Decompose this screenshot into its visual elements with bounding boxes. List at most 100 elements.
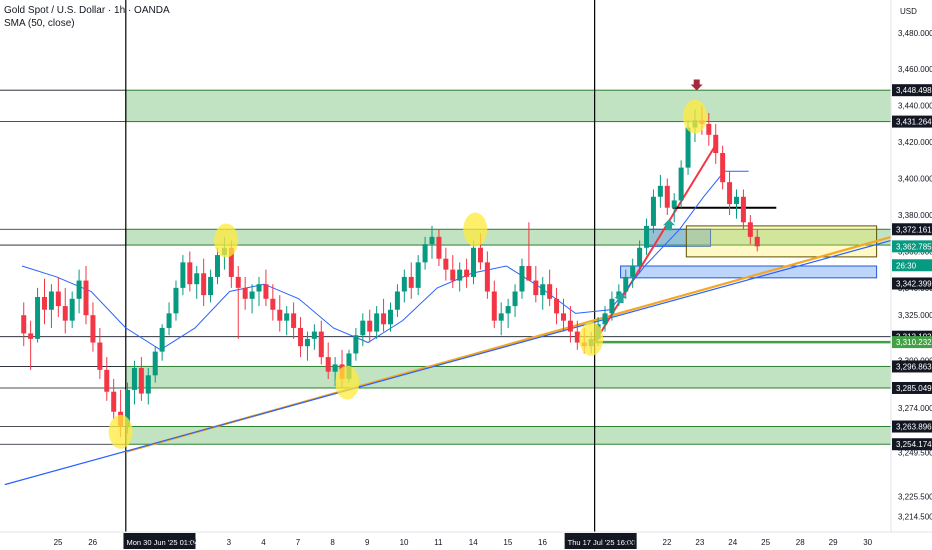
candle-body-89 [637, 247, 643, 266]
candle-body-6 [62, 306, 68, 321]
candles-layer [21, 105, 760, 438]
candle-body-10 [90, 315, 96, 343]
candle-body-78 [560, 313, 566, 321]
candle-body-77 [554, 298, 560, 314]
arrows-layer [614, 79, 703, 304]
x-crosshair-bg [123, 533, 196, 549]
candle-body-23 [180, 262, 186, 288]
candle-body-74 [533, 280, 539, 296]
candle-body-50 [367, 320, 373, 332]
candle-body-44 [325, 357, 331, 372]
candle-body-11 [97, 342, 103, 370]
candle-body-15 [125, 389, 131, 427]
candle-body-61 [443, 258, 449, 270]
x-tick-label: 26 [88, 538, 97, 547]
time-axis-background [0, 532, 932, 550]
candle-body-70 [505, 306, 511, 314]
candle-body-57 [415, 262, 421, 288]
price-tag-label: 3,431.264 [896, 118, 932, 127]
candle-body-38 [284, 313, 290, 321]
x-tick-label: 16 [538, 538, 547, 547]
x-tick-label: 2 [192, 538, 197, 547]
candle-body-7 [69, 298, 75, 321]
candle-body-18 [145, 375, 151, 394]
candle-body-30 [228, 247, 234, 277]
price-tag-bg [892, 240, 932, 253]
candle-body-85 [609, 298, 615, 314]
price-tag-label: 26:30 [896, 261, 917, 270]
sma-line [21, 170, 749, 351]
candle-body-26 [201, 273, 207, 296]
candle-body-93 [664, 185, 670, 208]
x-tick-label: 25 [54, 538, 63, 547]
arrow-up-icon [663, 219, 676, 231]
candle-body-91 [650, 196, 656, 226]
candle-body-63 [457, 269, 463, 281]
price-tag-label: 3,372.161 [896, 225, 932, 234]
x-tick-label: 3 [227, 538, 232, 547]
candle-body-33 [249, 291, 255, 299]
candle-body-94 [671, 200, 677, 208]
x-tick-label: Mon 30 Jun '25 01:00 [126, 538, 198, 547]
highlight-circle-0 [108, 414, 133, 449]
candle-body-56 [408, 276, 414, 288]
candle-body-60 [436, 236, 442, 259]
arrow-down-icon [690, 79, 703, 91]
x-tick-label: 15 [503, 538, 512, 547]
candle-body-102 [727, 182, 733, 205]
x-tick-label: 10 [400, 538, 409, 547]
candle-body-53 [387, 309, 393, 325]
price-tag-label: 3,254.174 [896, 440, 932, 449]
x-axis-ticks: 25 26 Mon 30 Jun '25 01:002 3 4 7 8 9 10 11 14 15 16… [54, 533, 873, 549]
zone-green-2 [125, 365, 892, 389]
candle-body-0 [21, 315, 27, 334]
x-tick-label: 28 [796, 538, 805, 547]
candle-body-24 [187, 262, 193, 285]
candle-body-100 [713, 134, 719, 154]
y-tick-label: 3,420.000 [898, 138, 932, 147]
candle-body-68 [491, 291, 497, 321]
price-tag-label: 3,362.785 [896, 242, 932, 251]
highlight-circle-3 [463, 212, 488, 247]
candle-body-42 [311, 331, 317, 339]
candle-body-79 [567, 320, 573, 332]
candle-body-65 [471, 247, 477, 277]
trendlines-layer [4, 141, 905, 486]
candle-body-64 [464, 269, 470, 277]
candle-body-59 [429, 236, 435, 245]
highlight-circle-2 [335, 365, 360, 400]
candle-body-62 [450, 269, 456, 281]
price-tag-bg [892, 223, 932, 236]
y-tick-label: 3,380.000 [898, 211, 932, 220]
price-tag-label: 3,285.049 [896, 384, 932, 393]
candle-body-8 [76, 280, 82, 299]
candle-body-17 [138, 368, 144, 394]
trendline-blue [4, 236, 905, 486]
trendline-red [593, 141, 719, 344]
price-tag-bg [892, 277, 932, 290]
candle-body-1 [28, 333, 34, 339]
candle-body-106 [754, 236, 760, 247]
candle-body-25 [194, 273, 200, 285]
candle-body-20 [159, 327, 165, 352]
candle-body-96 [685, 127, 691, 168]
x-tick-label: 11 [434, 538, 443, 547]
candle-body-32 [242, 287, 248, 299]
y-tick-label: 3,214.500 [898, 513, 932, 522]
candle-body-95 [678, 167, 684, 201]
candle-body-31 [235, 276, 241, 288]
candle-body-90 [644, 225, 650, 248]
candle-body-12 [104, 369, 110, 392]
candle-body-13 [111, 391, 117, 412]
currency-label: USD [900, 7, 917, 16]
x-tick-label: 4 [261, 538, 266, 547]
candle-body-52 [381, 313, 387, 325]
candle-body-101 [720, 153, 726, 183]
sma-layer [21, 170, 749, 351]
candle-body-69 [498, 313, 504, 321]
candle-body-45 [332, 364, 338, 372]
candle-body-4 [48, 291, 54, 310]
price-tag-bg [892, 336, 932, 349]
candle-body-9 [83, 280, 89, 316]
